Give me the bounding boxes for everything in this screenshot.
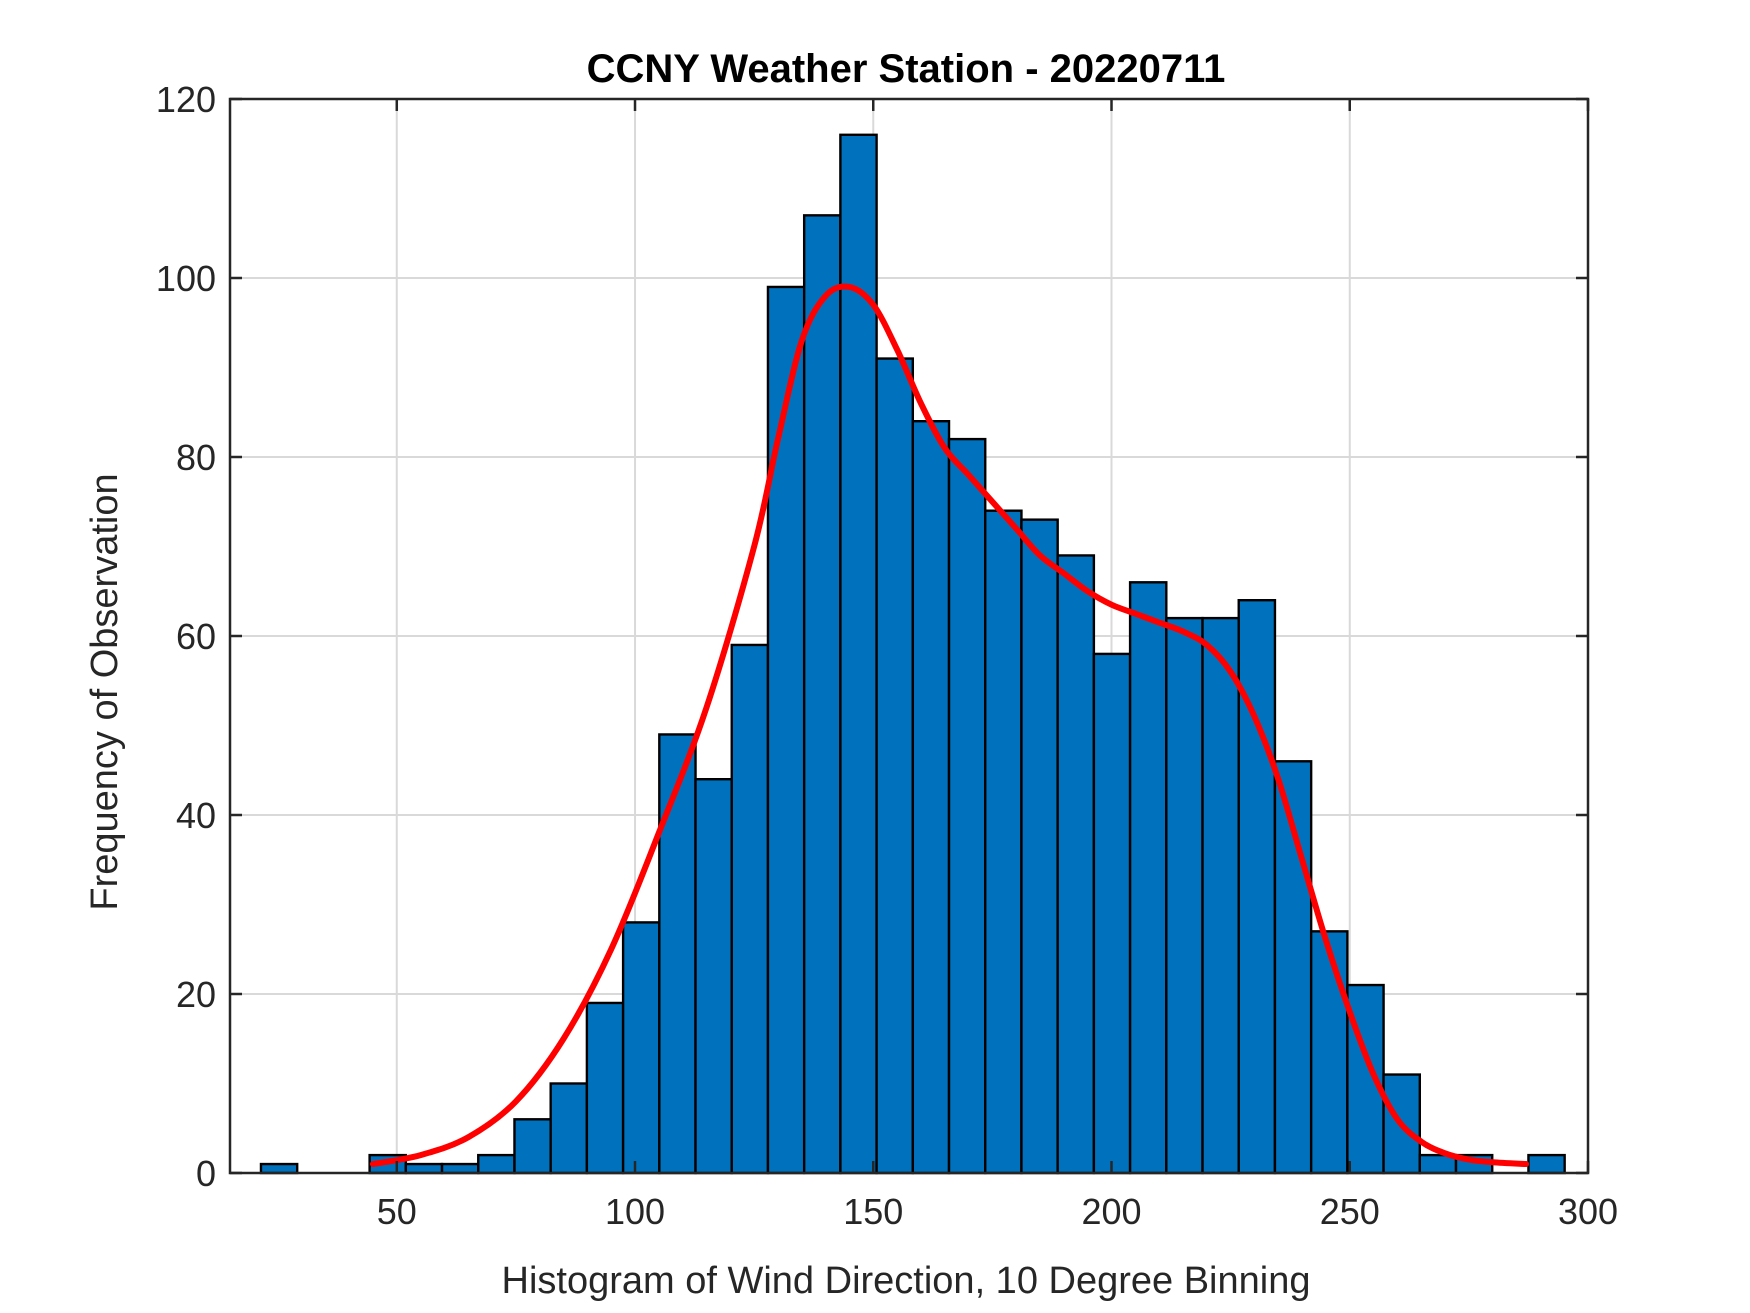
histogram-bar [440, 1162, 480, 1175]
y-tick-label: 120 [156, 79, 216, 120]
histogram-bar [477, 1153, 516, 1175]
histogram-bar [1128, 581, 1168, 1175]
tick-labels: 50 100 150 200 250 300 0 20 40 60 80 100 120 [156, 79, 1618, 1232]
histogram-bar [1237, 599, 1277, 1175]
histogram-bar [694, 778, 733, 1175]
histogram-bar [1201, 616, 1240, 1175]
x-tick-label: 100 [605, 1191, 665, 1232]
histogram-bar [621, 921, 661, 1175]
histogram-bar [802, 214, 842, 1175]
y-tick-label: 0 [196, 1153, 216, 1194]
x-tick-label: 150 [843, 1191, 903, 1232]
histogram-bar [404, 1162, 444, 1175]
histogram-bar [911, 420, 951, 1175]
histogram-bar [513, 1118, 552, 1175]
histogram-bar [658, 733, 697, 1175]
histogram-bar [984, 509, 1023, 1175]
x-axis-label: Histogram of Wind Direction, 10 Degree B… [502, 1260, 1311, 1302]
plot-frame [228, 97, 1590, 1175]
histogram-bar [766, 285, 806, 1175]
y-axis-label: Frequency of Observation [84, 473, 126, 910]
histogram-bar [875, 357, 915, 1175]
histogram-bar [1056, 554, 1096, 1175]
histogram-bar [1092, 652, 1132, 1175]
x-tick-label: 50 [377, 1191, 417, 1232]
x-tick-label: 250 [1320, 1191, 1380, 1232]
histogram-bar [1165, 616, 1204, 1175]
histogram-bar [585, 1001, 625, 1175]
fit-curve-layer [369, 283, 1530, 1168]
y-tick-label: 20 [176, 974, 216, 1015]
histogram-bar [730, 643, 770, 1175]
x-tick-label: 200 [1081, 1191, 1141, 1232]
histogram-bar [1527, 1153, 1566, 1175]
y-tick-label: 60 [176, 616, 216, 657]
y-tick-label: 100 [156, 258, 216, 299]
histogram-bar [549, 1082, 589, 1175]
y-tick-label: 80 [176, 437, 216, 478]
histogram-bar [1020, 518, 1059, 1175]
x-tick-label: 300 [1558, 1191, 1618, 1232]
histogram-bar [947, 437, 987, 1175]
axes-box [228, 97, 1590, 1175]
histogram-bar [259, 1162, 299, 1175]
y-tick-label: 40 [176, 795, 216, 836]
histogram-bar [1309, 930, 1349, 1175]
chart-title: CCNY Weather Station - 20220711 [587, 47, 1226, 91]
fit-curve-line [369, 283, 1530, 1168]
